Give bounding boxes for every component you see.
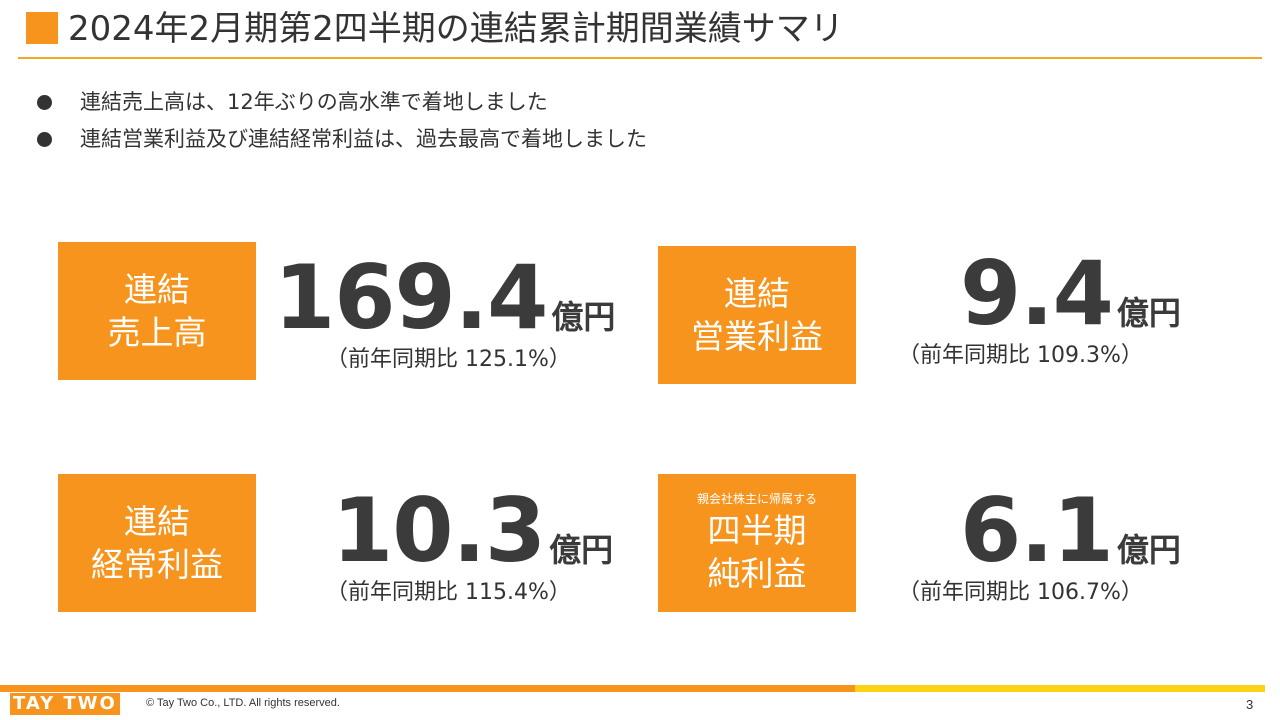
metric-label-box-sales: 連結 売上高 — [58, 242, 256, 380]
metric-unit: 億円 — [1116, 531, 1181, 569]
metric-yoy-ordinary-profit: （前年同期比 115.4%） — [326, 580, 571, 605]
title-divider — [18, 57, 1262, 59]
footer-bar-yellow — [855, 685, 1265, 692]
metric-number: 6.1 — [960, 479, 1114, 582]
metric-label-line: 営業利益 — [691, 317, 823, 356]
metric-label-line: 連結 — [124, 502, 190, 541]
metric-label-line: 連結 — [724, 274, 790, 313]
metric-label-line: 四半期 — [707, 511, 807, 550]
logo-text: TAY TWO — [10, 693, 120, 715]
metric-label-box-ordinary-profit: 連結 経常利益 — [58, 474, 256, 612]
metric-label-line: 売上高 — [107, 313, 207, 352]
metric-value-net-income: 6.1 億円 — [960, 487, 1181, 575]
bullet-item: 連結営業利益及び連結経常利益は、過去最高で着地しました — [34, 121, 647, 158]
company-logo: TAY TWO — [10, 693, 120, 715]
metric-label-box-operating-profit: 連結 営業利益 — [658, 246, 856, 384]
bullet-dot-icon — [37, 132, 52, 147]
metric-yoy-net-income: （前年同期比 106.7%） — [898, 580, 1143, 605]
footer-bar-orange — [0, 685, 855, 692]
page-number: 3 — [1246, 697, 1254, 712]
metric-yoy-operating-profit: （前年同期比 109.3%） — [898, 343, 1143, 368]
copyright-text: © Tay Two Co., LTD. All rights reserved. — [146, 697, 340, 709]
bullet-item: 連結売上高は、12年ぶりの高水準で着地しました — [34, 84, 647, 121]
slide-title: 2024年2月期第2四半期の連結累計期間業績サマリ — [68, 9, 844, 49]
metric-number: 10.3 — [332, 479, 546, 582]
metric-label-sub: 親会社株主に帰属する — [696, 492, 817, 506]
metric-label-line: 経常利益 — [91, 545, 223, 584]
metric-label-line: 連結 — [124, 270, 190, 309]
metric-unit: 億円 — [1116, 294, 1181, 332]
metric-number: 169.4 — [274, 246, 548, 349]
metric-value-operating-profit: 9.4 億円 — [960, 250, 1181, 338]
metric-label-line: 純利益 — [707, 554, 807, 593]
metric-yoy-sales: （前年同期比 125.1%） — [326, 347, 571, 372]
metric-unit: 億円 — [549, 531, 614, 569]
metric-label-box-net-income: 親会社株主に帰属する 四半期 純利益 — [658, 474, 856, 612]
metric-value-ordinary-profit: 10.3 億円 — [332, 487, 613, 575]
metric-value-sales: 169.4 億円 — [274, 254, 615, 342]
bullet-text: 連結売上高は、12年ぶりの高水準で着地しました — [80, 90, 548, 114]
metric-number: 9.4 — [960, 242, 1114, 345]
bullet-dot-icon — [37, 95, 52, 110]
summary-bullets: 連結売上高は、12年ぶりの高水準で着地しました 連結営業利益及び連結経常利益は、… — [34, 84, 647, 158]
title-marker — [26, 12, 58, 44]
bullet-text: 連結営業利益及び連結経常利益は、過去最高で着地しました — [80, 127, 647, 151]
metric-unit: 億円 — [551, 298, 616, 336]
